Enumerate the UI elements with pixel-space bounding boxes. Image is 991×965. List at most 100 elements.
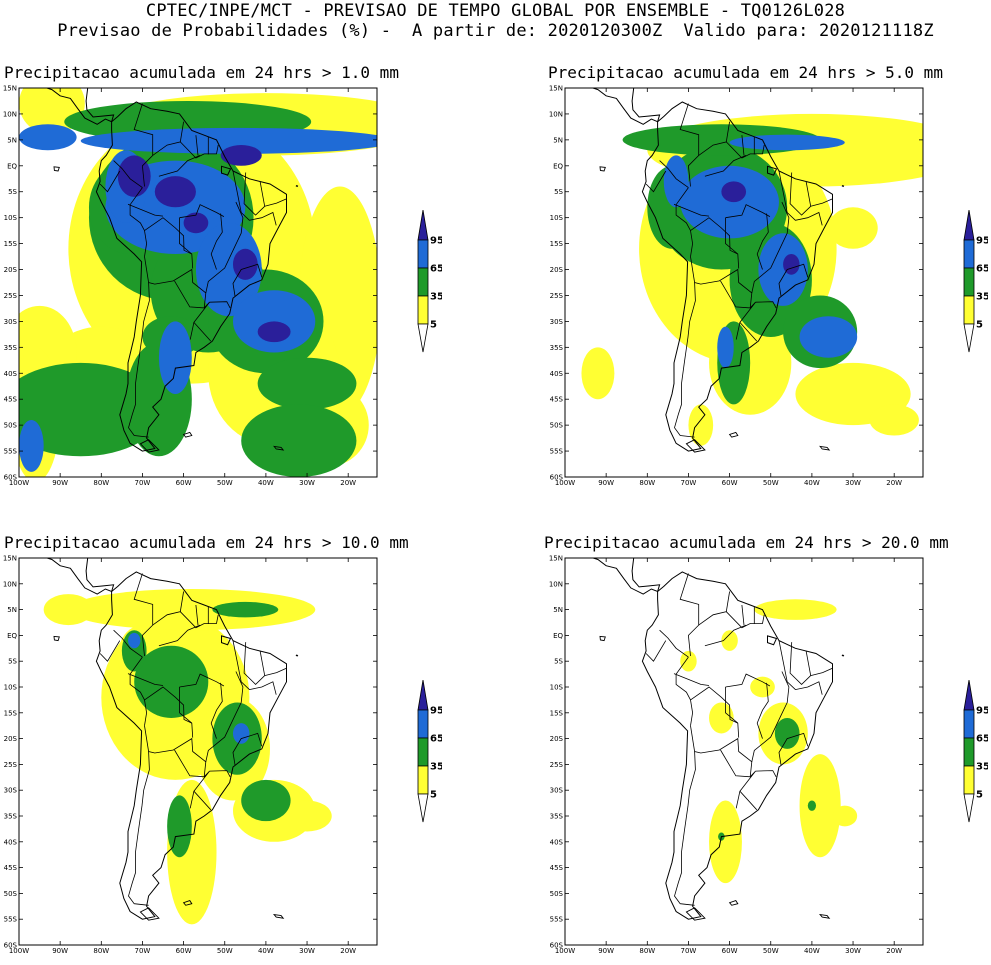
island-7 <box>295 654 299 657</box>
lat-label: 30S <box>550 318 564 326</box>
country-border-6 <box>659 629 689 658</box>
probability-area-11 <box>241 779 291 822</box>
lon-label: 40W <box>804 479 820 487</box>
country-border-15 <box>210 213 223 270</box>
central-america-coastline <box>19 88 115 125</box>
colorbar-segment <box>963 239 975 269</box>
country-border-4 <box>195 604 199 626</box>
probability-area-2 <box>799 754 841 858</box>
country-border-1 <box>133 103 154 187</box>
colorbar-segment <box>963 737 975 767</box>
country-border-17 <box>179 204 225 219</box>
colorbar-segment <box>963 323 975 353</box>
colorbar-label: 65 <box>430 734 442 745</box>
probability-area-26 <box>19 124 77 151</box>
probability-area-17 <box>241 404 357 477</box>
probability-area-16 <box>257 357 357 410</box>
lat-label: 25S <box>550 292 564 300</box>
country-border-10 <box>690 725 753 778</box>
country-border-13 <box>674 751 696 906</box>
island-1 <box>139 439 160 453</box>
lat-label: 40S <box>550 370 564 378</box>
colorbar-label: 35 <box>430 762 442 773</box>
island-7 <box>295 184 299 188</box>
lat-label: 45S <box>550 864 564 872</box>
island-6 <box>53 635 60 642</box>
map-frame <box>18 87 378 478</box>
country-border-17 <box>179 673 225 688</box>
lon-label: 50W <box>763 947 779 955</box>
country-border-3 <box>180 141 219 159</box>
country-border-7 <box>99 170 121 193</box>
probability-area-7 <box>680 650 697 672</box>
lat-label: 50S <box>4 422 18 430</box>
colorbar-segment <box>963 680 975 711</box>
country-border-12 <box>735 322 741 340</box>
probability-area-16 <box>758 233 808 306</box>
island-2 <box>182 431 193 438</box>
country-border-1 <box>133 573 154 657</box>
probability-area-22 <box>232 290 316 353</box>
island-7 <box>841 184 845 188</box>
probability-area-27 <box>19 419 44 472</box>
lat-label: 10N <box>3 110 17 118</box>
probability-area-21 <box>195 222 262 317</box>
lat-label: 15S <box>4 709 18 717</box>
south-america-coastline <box>95 571 287 920</box>
probability-area-7 <box>688 404 714 446</box>
lat-label: 10S <box>4 684 18 692</box>
country-border-15 <box>756 682 769 739</box>
probability-area-33 <box>183 212 209 234</box>
country-border-24 <box>755 770 777 777</box>
probability-area-5 <box>68 588 316 631</box>
country-border-19 <box>158 155 201 177</box>
probability-area-5 <box>709 702 734 734</box>
country-border-11 <box>739 770 758 811</box>
lon-label: 30W <box>845 479 861 487</box>
lat-label: 15S <box>550 709 564 717</box>
island-6 <box>599 635 606 642</box>
country-border-1 <box>679 103 700 187</box>
lat-label: 20S <box>4 266 18 274</box>
lon-label: 80W <box>639 947 655 955</box>
probability-area-28 <box>117 155 151 197</box>
country-border-22 <box>810 668 833 676</box>
country-border-4 <box>195 135 199 156</box>
lon-label: 80W <box>93 479 109 487</box>
colorbar-label: 95 <box>976 236 988 247</box>
probability-area-20 <box>729 134 845 151</box>
colorbar-segment <box>417 295 429 325</box>
country-border-13 <box>674 282 696 438</box>
colorbar-label: 35 <box>976 762 988 773</box>
country-border-21 <box>243 642 266 685</box>
lon-label: 60W <box>722 947 738 955</box>
lat-label: 5N <box>7 606 17 614</box>
country-border-17 <box>725 673 771 688</box>
probability-area-25 <box>80 127 377 154</box>
lon-label: 20W <box>340 947 356 955</box>
country-border-4 <box>741 135 745 156</box>
colorbar-segment <box>963 267 975 297</box>
colorbar-segment <box>963 793 975 823</box>
lat-label: 35S <box>4 813 18 821</box>
lat-label: 35S <box>4 344 18 352</box>
colorbar-label: 65 <box>976 264 988 275</box>
country-border-7 <box>645 640 667 662</box>
country-border-22 <box>810 198 833 207</box>
country-border-12 <box>189 791 195 809</box>
country-border-11 <box>193 770 212 811</box>
lon-label: 60W <box>176 479 192 487</box>
lat-label: 55S <box>4 448 18 456</box>
country-border-2 <box>698 121 730 156</box>
probability-area-13 <box>212 601 279 618</box>
lon-label: 30W <box>299 947 315 955</box>
country-border-7 <box>645 170 667 193</box>
lat-label: 10N <box>3 580 17 588</box>
island-5 <box>273 445 285 451</box>
central-america-coastline <box>565 88 661 125</box>
island-6 <box>53 166 60 172</box>
lat-label: 15S <box>550 240 564 248</box>
probability-area-22 <box>721 181 747 203</box>
lon-label: 20W <box>340 479 356 487</box>
probability-area-3 <box>709 800 742 884</box>
